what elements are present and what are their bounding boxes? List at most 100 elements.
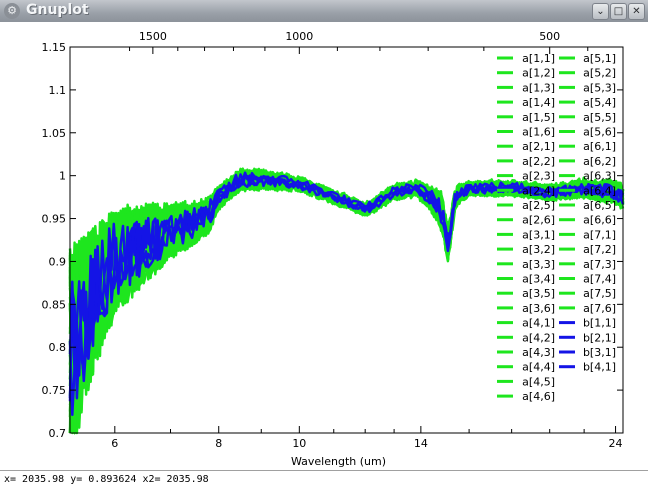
legend-label: a[2,1] <box>522 140 555 153</box>
legend-label: a[4,2] <box>522 331 555 344</box>
legend-entry: a[7,1] <box>559 228 616 241</box>
legend-label: a[1,2] <box>522 67 555 80</box>
legend-label: a[6,6] <box>583 214 616 227</box>
legend-entry: a[2,6] <box>497 214 555 227</box>
legend-entry: a[4,5] <box>497 375 555 388</box>
x-tick-label: 10 <box>292 437 306 450</box>
legend-entry: a[3,1] <box>497 228 555 241</box>
legend-label: a[1,5] <box>522 111 555 124</box>
legend-entry: b[1,1] <box>559 317 616 330</box>
legend-label: a[5,2] <box>583 67 616 80</box>
legend-label: a[6,5] <box>583 199 616 212</box>
legend-entry: a[6,5] <box>559 199 616 212</box>
legend-entry: a[3,6] <box>497 302 555 315</box>
y-tick-label: 1 <box>59 170 66 183</box>
series-line <box>68 174 625 399</box>
legend-entry: a[4,1] <box>497 317 555 330</box>
legend-label: a[3,3] <box>522 258 555 271</box>
axes-layer: 0.7 0.75 0.8 0.85 0.9 0.95 1 1.05 1.1 1.15 6 8 10 14 2… <box>42 30 623 468</box>
legend-label: a[6,2] <box>583 155 616 168</box>
legend-label: a[1,3] <box>522 81 555 94</box>
curves-layer <box>68 167 625 435</box>
legend-entry: a[4,6] <box>497 390 555 403</box>
y-tick-label: 1.1 <box>49 84 67 97</box>
x-tick-label: 6 <box>111 437 118 450</box>
legend-entry: a[3,4] <box>497 273 555 286</box>
legend-entry: a[7,5] <box>559 287 616 300</box>
legend-label: a[4,6] <box>522 390 555 403</box>
legend-label: a[4,1] <box>522 317 555 330</box>
legend-label: a[7,3] <box>583 258 616 271</box>
legend-entry: a[5,3] <box>559 81 616 94</box>
plot-frame <box>69 46 624 434</box>
legend-label: b[2,1] <box>583 331 616 344</box>
legend-label: a[7,4] <box>583 273 616 286</box>
window-title: Gnuplot <box>26 2 89 18</box>
legend-entry: a[2,1] <box>497 140 555 153</box>
legend-entry: a[6,3] <box>559 170 616 183</box>
y-tick-label: 0.7 <box>49 427 67 440</box>
y-tick-label: 1.15 <box>42 41 67 54</box>
legend-label: b[4,1] <box>583 361 616 374</box>
legend-label: a[3,4] <box>522 273 555 286</box>
legend-label: a[3,6] <box>522 302 555 315</box>
legend-label: a[2,4] <box>522 184 555 197</box>
legend-label: a[2,3] <box>522 170 555 183</box>
legend-entry: a[6,6] <box>559 214 616 227</box>
legend-entry: a[5,1] <box>559 52 616 65</box>
legend-entry: a[5,4] <box>559 96 616 109</box>
legend-label: a[2,2] <box>522 155 555 168</box>
legend-entry: b[4,1] <box>559 361 616 374</box>
y-tick-label: 0.95 <box>42 213 67 226</box>
legend-label: a[5,3] <box>583 81 616 94</box>
window-titlebar[interactable]: ⚙ Gnuplot ⌄ □ ✕ <box>0 0 648 23</box>
y-tick-label: 1.05 <box>42 127 67 140</box>
legend-label: a[7,5] <box>583 287 616 300</box>
legend-entry: a[3,2] <box>497 243 555 256</box>
legend-label: a[5,5] <box>583 111 616 124</box>
close-button[interactable]: ✕ <box>628 3 645 20</box>
y-tick-label: 0.75 <box>42 384 67 397</box>
minimize-button[interactable]: ⌄ <box>592 3 609 20</box>
x-tick-label: 24 <box>609 437 623 450</box>
legend-entry: a[7,4] <box>559 273 616 286</box>
legend-entry: a[2,3] <box>497 170 555 183</box>
legend-entry: a[1,5] <box>497 111 555 124</box>
legend-entry: a[4,2] <box>497 331 555 344</box>
maximize-button[interactable]: □ <box>610 3 627 20</box>
legend-label: a[7,2] <box>583 243 616 256</box>
legend-entry: a[7,3] <box>559 258 616 271</box>
legend-entry: a[6,2] <box>559 155 616 168</box>
legend-label: a[7,1] <box>583 228 616 241</box>
legend-label: a[4,3] <box>522 346 555 359</box>
legend-entry: a[1,4] <box>497 96 555 109</box>
legend-label: a[3,1] <box>522 228 555 241</box>
plot-area[interactable]: 0.7 0.75 0.8 0.85 0.9 0.95 1 1.05 1.1 1.15 6 8 10 14 2… <box>0 22 648 470</box>
legend-entry: a[6,1] <box>559 140 616 153</box>
legend-label: a[1,6] <box>522 126 555 139</box>
x2-tick-label: 1500 <box>139 30 167 43</box>
gnuplot-chart[interactable]: 0.7 0.75 0.8 0.85 0.9 0.95 1 1.05 1.1 1.15 6 8 10 14 2… <box>0 22 648 470</box>
legend-label: a[5,1] <box>583 52 616 65</box>
legend-entry: a[4,4] <box>497 361 555 374</box>
legend-label: a[7,6] <box>583 302 616 315</box>
y-tick-label: 0.85 <box>42 298 67 311</box>
legend-entry: a[2,5] <box>497 199 555 212</box>
legend-label: b[1,1] <box>583 317 616 330</box>
legend-entry: a[4,3] <box>497 346 555 359</box>
legend-label: a[4,4] <box>522 361 555 374</box>
legend-entry: b[3,1] <box>559 346 616 359</box>
gnuplot-app-icon[interactable]: ⚙ <box>4 3 20 19</box>
legend-label: a[3,2] <box>522 243 555 256</box>
legend-entry: a[1,3] <box>497 81 555 94</box>
legend-entry: a[3,5] <box>497 287 555 300</box>
legend-entry: a[3,3] <box>497 258 555 271</box>
legend-label: a[6,4] <box>583 184 616 197</box>
legend-entry: a[7,2] <box>559 243 616 256</box>
y-tick-label: 0.9 <box>49 255 67 268</box>
legend-label: a[6,3] <box>583 170 616 183</box>
legend: a[1,1]a[1,2]a[1,3]a[1,4]a[1,5]a[1,6]a[2,… <box>497 52 616 403</box>
x-axis-label: Wavelength (um) <box>291 455 386 468</box>
x2-tick-label: 1000 <box>285 30 313 43</box>
legend-entry: a[2,2] <box>497 155 555 168</box>
